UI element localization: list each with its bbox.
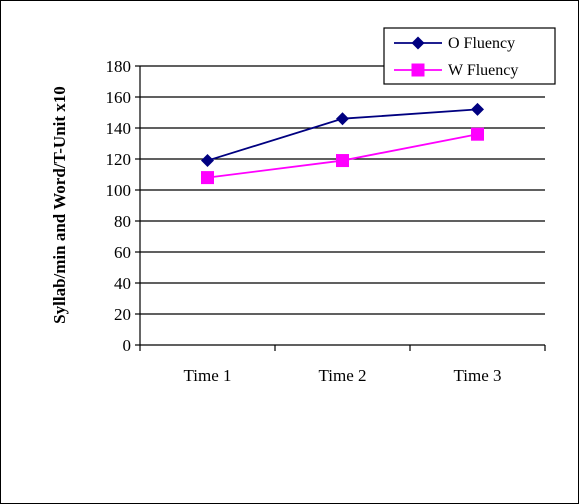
x-tick-label: Time 1 (183, 366, 231, 385)
data-point (471, 102, 484, 116)
legend-marker (411, 36, 425, 50)
legend-item: O Fluency (394, 35, 515, 52)
data-point (336, 112, 349, 126)
series-group (201, 102, 484, 185)
y-tick-label: 120 (106, 150, 132, 169)
x-tick-label: Time 2 (318, 366, 366, 385)
y-tick-label: 40 (114, 274, 131, 293)
x-tick-label: Time 3 (453, 366, 501, 385)
axes (135, 65, 546, 351)
data-point (336, 154, 349, 168)
y-tick-label: 140 (106, 119, 132, 138)
series-1 (201, 102, 484, 168)
y-tick-label: 180 (106, 57, 132, 76)
legend-item: W Fluency (394, 62, 518, 79)
data-point (201, 171, 214, 185)
x-tick-labels: Time 1 Time 2 Time 3 (183, 366, 501, 385)
y-tick-labels: 0 20 40 60 80 100 120 140 160 180 (106, 57, 132, 355)
data-point (201, 154, 214, 168)
y-tick-label: 160 (106, 88, 132, 107)
y-tick-label: 0 (123, 336, 132, 355)
series-2 (201, 127, 484, 185)
y-tick-label: 80 (114, 212, 131, 231)
gridlines (140, 65, 545, 315)
y-tick-label: 60 (114, 243, 131, 262)
legend-label: O Fluency (448, 35, 515, 52)
legend-label: W Fluency (448, 62, 518, 79)
legend-marker (411, 63, 425, 77)
legend: O Fluency W Fluency (383, 27, 556, 85)
data-point (471, 127, 484, 141)
y-tick-label: 100 (106, 181, 132, 200)
y-axis-title: Syllab/min and Word/T-Unit x10 (50, 86, 69, 324)
y-tick-label: 20 (114, 305, 131, 324)
